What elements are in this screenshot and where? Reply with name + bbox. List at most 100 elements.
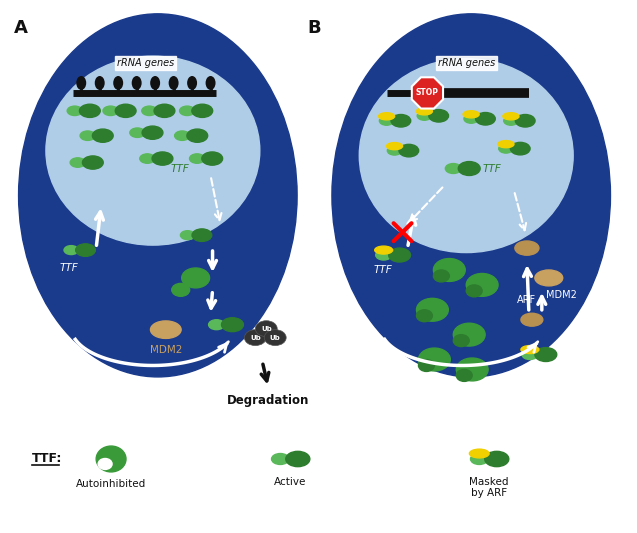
Ellipse shape — [96, 446, 126, 472]
Text: TTF:: TTF: — [31, 453, 62, 465]
Ellipse shape — [180, 106, 195, 116]
Ellipse shape — [264, 330, 286, 345]
Ellipse shape — [132, 76, 141, 90]
Ellipse shape — [417, 310, 433, 322]
Ellipse shape — [169, 76, 178, 90]
Ellipse shape — [463, 111, 479, 118]
Polygon shape — [412, 77, 443, 109]
Ellipse shape — [76, 76, 86, 90]
Text: A: A — [13, 19, 27, 37]
Ellipse shape — [187, 76, 197, 90]
Text: Ub: Ub — [261, 326, 271, 332]
Ellipse shape — [456, 358, 488, 381]
Ellipse shape — [503, 112, 519, 120]
Ellipse shape — [95, 76, 104, 90]
Ellipse shape — [46, 56, 260, 245]
Text: Masked
by ARF: Masked by ARF — [469, 477, 509, 498]
Text: TTF: TTF — [482, 164, 501, 174]
Ellipse shape — [206, 76, 215, 90]
Ellipse shape — [92, 129, 113, 142]
Ellipse shape — [82, 156, 103, 169]
Ellipse shape — [115, 104, 136, 117]
Text: TTF: TTF — [373, 265, 392, 275]
Ellipse shape — [466, 285, 482, 297]
Ellipse shape — [80, 104, 100, 117]
Ellipse shape — [376, 250, 392, 260]
Ellipse shape — [180, 231, 195, 240]
Ellipse shape — [142, 106, 157, 116]
Text: Active: Active — [274, 477, 306, 487]
Ellipse shape — [471, 454, 488, 464]
Ellipse shape — [98, 458, 112, 470]
Text: TTF: TTF — [171, 164, 190, 174]
Ellipse shape — [510, 142, 530, 155]
Ellipse shape — [498, 141, 514, 148]
Ellipse shape — [387, 142, 403, 150]
Ellipse shape — [464, 114, 478, 123]
Ellipse shape — [522, 350, 538, 360]
Text: MDM2: MDM2 — [150, 345, 182, 354]
Ellipse shape — [208, 320, 224, 330]
Ellipse shape — [429, 109, 448, 122]
Ellipse shape — [419, 360, 434, 372]
Ellipse shape — [515, 115, 535, 127]
Ellipse shape — [255, 321, 277, 337]
Ellipse shape — [378, 112, 394, 120]
Ellipse shape — [485, 451, 509, 467]
Ellipse shape — [417, 111, 431, 120]
Ellipse shape — [454, 335, 469, 346]
Ellipse shape — [18, 14, 297, 377]
Text: STOP: STOP — [416, 88, 439, 98]
Ellipse shape — [504, 116, 518, 125]
Ellipse shape — [64, 246, 78, 255]
Ellipse shape — [140, 154, 155, 163]
Ellipse shape — [245, 330, 266, 345]
Text: rRNA genes: rRNA genes — [117, 58, 175, 68]
Ellipse shape — [142, 126, 163, 139]
Ellipse shape — [417, 298, 448, 321]
Ellipse shape — [359, 59, 573, 253]
Text: Ub: Ub — [250, 335, 261, 341]
Ellipse shape — [67, 106, 82, 116]
Ellipse shape — [387, 146, 402, 155]
Ellipse shape — [182, 268, 210, 288]
Ellipse shape — [521, 345, 539, 353]
Ellipse shape — [389, 248, 410, 262]
Text: Ub: Ub — [270, 335, 281, 341]
Ellipse shape — [391, 115, 411, 127]
Ellipse shape — [154, 104, 175, 117]
Ellipse shape — [190, 154, 204, 163]
Ellipse shape — [476, 112, 496, 125]
Ellipse shape — [445, 164, 461, 173]
Ellipse shape — [499, 144, 513, 153]
Text: B: B — [307, 19, 320, 37]
Ellipse shape — [466, 273, 498, 296]
Ellipse shape — [332, 14, 610, 377]
Ellipse shape — [375, 246, 392, 254]
Ellipse shape — [150, 76, 160, 90]
Ellipse shape — [202, 152, 222, 165]
Ellipse shape — [150, 321, 181, 338]
Text: ARF: ARF — [517, 295, 536, 305]
Ellipse shape — [454, 323, 485, 346]
Ellipse shape — [433, 270, 449, 282]
Ellipse shape — [535, 270, 562, 286]
Ellipse shape — [515, 241, 539, 255]
Text: Degradation: Degradation — [227, 394, 310, 407]
Ellipse shape — [103, 106, 118, 116]
Ellipse shape — [70, 158, 85, 167]
Ellipse shape — [458, 161, 480, 175]
Ellipse shape — [76, 244, 96, 256]
Ellipse shape — [175, 131, 190, 140]
Ellipse shape — [113, 76, 123, 90]
Ellipse shape — [419, 348, 450, 371]
Ellipse shape — [380, 116, 394, 125]
Ellipse shape — [456, 369, 472, 382]
Text: MDM2: MDM2 — [547, 290, 577, 300]
Text: rRNA genes: rRNA genes — [438, 58, 495, 68]
Ellipse shape — [271, 454, 289, 464]
Ellipse shape — [192, 229, 211, 241]
Text: Autoinhibited: Autoinhibited — [76, 479, 147, 489]
Text: TTF: TTF — [60, 263, 79, 273]
Ellipse shape — [172, 284, 190, 296]
